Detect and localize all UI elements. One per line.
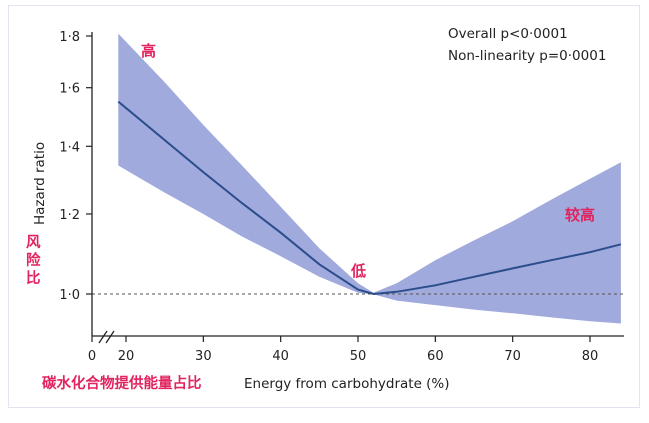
x-tick-label: 40 [272,349,289,364]
annotation-high: 高 [141,42,156,60]
y-axis-title-cn-char: 风 [26,234,41,251]
y-axis-title-cn: 风险比 [26,234,41,287]
y-axis-title-cn-char: 险 [26,251,41,269]
x-tick-label: 60 [427,349,444,364]
x-tick-label: 30 [195,349,212,364]
x-tick-label: 70 [504,349,521,364]
annotation-higher: 较高 [565,206,595,224]
confidence-band-layer [118,33,621,324]
y-tick-label: 1·8 [59,30,80,45]
y-tick-label: 1·4 [59,140,80,155]
nonlinearity-p-label: Non-linearity p=0·0001 [448,48,606,64]
confidence-band [118,33,621,324]
chart-frame [8,5,640,408]
overall-p-label: Overall p<0·0001 [448,26,568,42]
y-axis-title: Hazard ratio [32,142,48,225]
axis-break [98,330,115,344]
x-axis-title-cn: 碳水化合物提供能量占比 [42,374,202,392]
x-tick-label: 80 [582,349,599,364]
x-axis-title: Energy from carbohydrate (%) [244,376,450,392]
hazard-line-layer [117,100,622,296]
y-tick-label: 1·2 [59,208,80,223]
y-tick-label: 1·6 [59,82,80,97]
hazard-ratio-line [117,100,622,296]
annotation-low: 低 [350,262,366,280]
y-axis-title-cn-char: 比 [26,269,41,287]
y-tick-label: 1·0 [59,288,80,303]
x-tick-label: 50 [350,349,367,364]
x-tick-label: 20 [118,349,135,364]
x-tick-label: 0 [88,349,96,364]
